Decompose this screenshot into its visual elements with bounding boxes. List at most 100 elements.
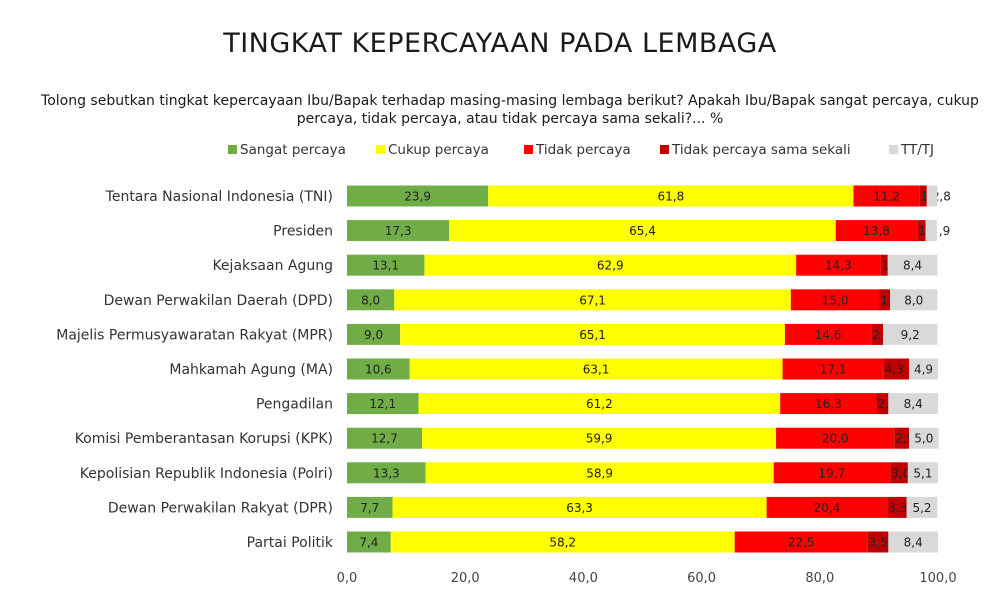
data-label: 16,3 [815,397,842,411]
bar-segment [347,254,425,276]
data-label: 20,0 [822,432,849,446]
category-label: Kepolisian Republik Indonesia (Polri) [80,466,333,482]
bar-segment [790,289,880,311]
legend-swatch [889,145,898,154]
data-label: 3,0 [891,466,910,480]
data-label: 8,4 [903,259,922,273]
x-tick-label: 80,0 [805,571,834,586]
legend-swatch [228,145,237,154]
bar-segment [347,462,426,484]
bar-segment [390,531,735,553]
data-label: 62,9 [597,259,624,273]
data-label: 22,5 [788,536,815,550]
data-label: 10,6 [365,363,392,377]
data-label: 65,1 [579,328,606,342]
category-label: Dewan Perwakilan Daerah (DPD) [104,293,333,309]
category-label: Kejaksaan Agung [212,258,333,274]
data-label: 12,7 [371,432,398,446]
bar-segment [879,289,891,311]
data-label: 15,0 [822,293,849,307]
bar-segment [347,496,393,518]
data-label: 67,1 [579,293,606,307]
data-label: 63,3 [566,501,593,515]
category-label: Tentara Nasional Indonesia (TNI) [105,189,333,205]
bar-segment [780,393,877,415]
bar-segment [784,323,872,345]
data-label: 13,8 [863,224,890,238]
bar-segment [409,358,783,380]
data-label: 23,9 [404,190,431,204]
bar-segment [888,531,938,553]
bar-segment [888,393,938,415]
bar-segment [894,427,910,449]
category-label: Dewan Perwakilan Rakyat (DPR) [108,500,333,516]
legend-swatch [376,145,385,154]
data-label: 5,1 [913,466,932,480]
category-label: Presiden [273,224,333,240]
bar-segment [835,220,918,242]
bar-segment [425,462,774,484]
data-label: 5,0 [914,432,933,446]
bar-segment [449,220,836,242]
data-label: 13,3 [373,466,400,480]
data-label: ,8 [939,190,950,204]
category-label: Pengadilan [256,397,333,413]
data-label: 13,1 [372,259,399,273]
bar-segment [917,220,926,242]
data-label: 12,1 [369,397,396,411]
data-label: 8,0 [904,293,923,307]
bar-segment [422,427,777,449]
bar-segment [919,185,927,207]
bar-segment [880,254,888,276]
category-label: Majelis Permusyawaratan Rakyat (MPR) [56,327,333,343]
data-label: 8,4 [904,536,923,550]
data-label: 59,9 [586,432,613,446]
data-label: 4,9 [914,363,933,377]
bar-segment [853,185,920,207]
bar-segment [887,496,907,518]
bar-segment [394,289,791,311]
data-label: 61,2 [586,397,613,411]
x-tick-label: 20,0 [451,571,480,586]
bar-segment [424,254,797,276]
data-label: 9,2 [901,328,920,342]
bar-segment [926,185,938,207]
bar-segment [400,323,785,345]
bar-segment [883,323,938,345]
chart-subtitle: Tolong sebutkan tingkat kepercayaan Ibu/… [41,93,979,127]
data-label: 4,3 [885,363,904,377]
data-label: 63,1 [583,363,610,377]
bar-segment [906,496,938,518]
bar-segment [887,254,938,276]
x-tick-label: 0,0 [337,571,358,586]
bar-segment [347,220,450,242]
bar-segment [392,496,767,518]
bar-segment [734,531,868,553]
bar-segment [909,427,939,449]
data-label: ,9 [939,224,950,238]
bar-segment [890,289,938,311]
category-label: Partai Politik [247,535,334,551]
bar-segment [907,462,938,484]
data-label: 8,0 [361,293,380,307]
data-label: 9,0 [364,328,383,342]
x-tick-label: 100,0 [919,571,956,586]
legend-label: Cukup percaya [388,142,489,158]
legend-swatch [524,145,533,154]
data-label: 19,7 [819,466,846,480]
data-label: 11,2 [873,190,900,204]
bar-segment [347,289,395,311]
legend-label: Sangat percaya [240,142,346,158]
legend-swatch [660,145,669,154]
bar-segment [347,531,391,553]
legend-label: Tidak percaya sama sekali [671,142,851,158]
bar-segment [876,393,889,415]
data-label: 17,3 [385,224,412,238]
data-label: 61,8 [658,190,685,204]
data-label: 3,3 [888,501,907,515]
data-label: 65,4 [629,224,656,238]
bar-segment [883,358,910,380]
bar-segment [867,531,889,553]
